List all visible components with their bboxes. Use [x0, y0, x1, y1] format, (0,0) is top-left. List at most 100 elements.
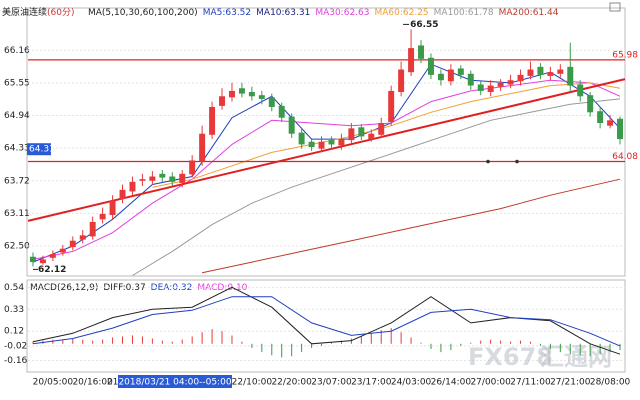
candle-body [487, 85, 494, 92]
support-label: 64.08 [612, 152, 638, 162]
x-tick-label: 27/00:00 [470, 378, 511, 388]
candle-body [497, 82, 504, 87]
candle-body [467, 73, 474, 86]
candle-body [228, 90, 235, 98]
candle-body [278, 105, 285, 118]
candle-body [318, 141, 325, 149]
candle-body [49, 254, 56, 258]
header-item: MACD:0.10 [197, 283, 247, 293]
candle-body [39, 259, 46, 264]
indicator-line [32, 286, 621, 355]
candle-body [149, 176, 156, 181]
candle-body [139, 179, 146, 181]
header-item: MA60:62.25 [374, 8, 428, 18]
candle-body [527, 69, 534, 76]
candle-body [418, 45, 425, 59]
marker-dot [486, 159, 490, 164]
cursor-label: 2018/03/21 04:00--05:00 [118, 378, 231, 388]
candle-body [368, 133, 375, 140]
candle-body [437, 73, 444, 81]
x-tick-label: 20/05:00 [33, 378, 74, 388]
indicator-line [32, 296, 621, 347]
header-item: MA5:63.52 [203, 8, 251, 18]
candle-body [288, 116, 295, 134]
candle-body [427, 57, 434, 75]
indicator-line [152, 82, 621, 188]
last-price-tag [27, 143, 51, 156]
candle-body [308, 141, 315, 148]
y-tick-label: -0.02 [4, 341, 27, 351]
candle-body [248, 91, 255, 97]
candle-body [348, 128, 355, 141]
candle-body [89, 221, 96, 237]
candle-body [607, 120, 614, 126]
watermark: FX678 [468, 343, 553, 371]
y-tick-label: 0.12 [4, 327, 24, 337]
candle-body [338, 139, 345, 146]
candle-body [199, 133, 206, 162]
indicator-line [32, 79, 621, 260]
indicator-line [132, 98, 621, 276]
marker-dot [515, 159, 519, 164]
candle-body [597, 111, 604, 124]
candle-body [258, 95, 265, 99]
header-item: MA30:62.63 [315, 8, 369, 18]
header-item: DEA:0.32 [151, 283, 193, 293]
y-tick-label: 63.11 [4, 209, 30, 219]
candle-body [79, 235, 86, 240]
candle-body [29, 256, 36, 263]
candle-body [129, 181, 136, 192]
header-item: MA100:61.78 [434, 8, 494, 18]
candle-body [577, 84, 584, 97]
trendline [27, 78, 626, 222]
panel-icon[interactable] [609, 2, 621, 12]
candle-body [268, 97, 275, 107]
candle-body [398, 69, 405, 92]
candle-body [179, 173, 186, 183]
header-item: MA200:61.44 [499, 8, 559, 18]
y-tick-label: 63.72 [4, 176, 30, 186]
x-tick-label: 20/16:00 [72, 378, 113, 388]
candle-body [447, 69, 454, 82]
candle-body [388, 90, 395, 122]
x-tick-label: 21 [107, 378, 118, 388]
candle-body [547, 72, 554, 76]
y-tick-label: -0.16 [4, 356, 28, 366]
y-tick-label: 0.54 [4, 283, 24, 293]
candle-body [587, 95, 594, 113]
candle-body [119, 189, 126, 199]
candle-body [358, 127, 365, 137]
x-tick-label: 22/10:00 [232, 378, 273, 388]
candle-body [69, 240, 76, 248]
candle-body [557, 69, 564, 74]
y-tick-label: 66.16 [4, 46, 30, 56]
x-tick-label: 23/17:00 [351, 378, 392, 388]
chart-title: 美原油连续(60分) [2, 6, 75, 18]
candle-body [507, 80, 514, 85]
last-price: 64.31 [29, 145, 55, 155]
candle-body [209, 106, 216, 135]
candle-body [477, 84, 484, 91]
candle-body [189, 160, 196, 175]
y-tick-label: 64.33 [4, 144, 30, 154]
macd-panel [26, 279, 626, 373]
indicator-line [32, 63, 621, 263]
subtitle: (60分) [47, 7, 74, 18]
header: MA(5,10,30,60,100,200) MA5:63.52 MA10:63.3… [88, 8, 559, 18]
candle-body [298, 132, 305, 145]
y-tick-label: 0.33 [4, 305, 24, 315]
support-label: 65.98 [612, 50, 638, 60]
x-tick-label: 28/08:00 [590, 378, 631, 388]
x-tick-label: 27/11:00 [510, 378, 551, 388]
candle-body [328, 140, 335, 145]
x-tick-label: 26/14:00 [431, 378, 472, 388]
x-tick-label: 24/03:00 [391, 378, 432, 388]
title: 美原油连续 [2, 6, 47, 18]
candle-body [238, 88, 245, 94]
x-tick-label: 23/07:00 [311, 378, 352, 388]
candle-body [457, 68, 464, 75]
candle-body [408, 48, 415, 73]
candle-body [617, 118, 624, 140]
indicator-line [201, 178, 621, 274]
